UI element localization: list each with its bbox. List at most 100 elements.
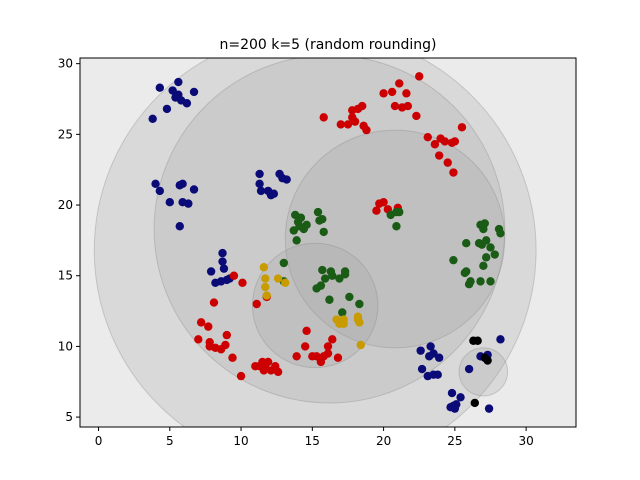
point-1-58 bbox=[258, 357, 267, 367]
point-2-42 bbox=[482, 253, 491, 262]
point-2-48 bbox=[466, 277, 475, 286]
chart-title: n=200 k=5 (random rounding) bbox=[220, 37, 437, 53]
point-1-23 bbox=[440, 137, 450, 146]
point-2-36 bbox=[482, 236, 491, 245]
point-1-7 bbox=[358, 101, 367, 111]
point-3-5 bbox=[281, 278, 290, 287]
point-0-11 bbox=[155, 186, 165, 196]
point-1-12 bbox=[390, 101, 400, 111]
point-0-30 bbox=[218, 248, 227, 258]
point-2-14 bbox=[395, 207, 404, 217]
point-0-40 bbox=[434, 353, 444, 362]
point-2-49 bbox=[476, 277, 485, 286]
point-0-14 bbox=[178, 179, 187, 189]
point-0-20 bbox=[256, 186, 266, 196]
point-2-37 bbox=[486, 243, 495, 252]
point-2-10 bbox=[318, 214, 327, 224]
point-3-2 bbox=[261, 282, 270, 292]
point-2-11 bbox=[319, 227, 328, 237]
point-1-46 bbox=[221, 340, 230, 350]
x-tick-label: 30 bbox=[518, 434, 533, 448]
point-0-1 bbox=[155, 83, 165, 92]
point-1-67 bbox=[323, 342, 333, 351]
point-3-1 bbox=[261, 274, 270, 283]
point-3-0 bbox=[259, 263, 269, 272]
x-tick-label: 5 bbox=[166, 434, 174, 448]
point-0-0 bbox=[148, 114, 157, 123]
cluster-circle-1 bbox=[93, 58, 537, 427]
point-0-8 bbox=[189, 87, 199, 97]
x-tick-label: 0 bbox=[95, 434, 103, 448]
point-1-37 bbox=[252, 299, 261, 309]
x-tick-label: 20 bbox=[376, 434, 391, 448]
point-0-45 bbox=[447, 388, 457, 398]
point-0-12 bbox=[165, 198, 174, 207]
point-0-34 bbox=[216, 277, 226, 286]
point-0-5 bbox=[174, 77, 183, 87]
x-tick-label: 25 bbox=[447, 434, 462, 448]
point-3-13 bbox=[356, 340, 365, 350]
point-2-4 bbox=[289, 226, 298, 235]
point-1-49 bbox=[236, 371, 246, 381]
point-2-7 bbox=[302, 220, 311, 230]
point-2-41 bbox=[449, 255, 458, 265]
point-1-34 bbox=[229, 271, 239, 280]
point-0-55 bbox=[496, 335, 505, 344]
point-0-7 bbox=[182, 99, 192, 108]
point-1-6 bbox=[348, 106, 357, 115]
point-1-30 bbox=[379, 198, 388, 207]
point-1-60 bbox=[300, 342, 310, 351]
point-4-1 bbox=[473, 336, 482, 345]
data-points bbox=[148, 72, 505, 413]
x-tick-label: 15 bbox=[305, 434, 320, 448]
point-1-61 bbox=[302, 326, 311, 336]
point-1-68 bbox=[328, 335, 337, 344]
point-1-2 bbox=[343, 120, 353, 129]
point-3-12 bbox=[355, 318, 364, 327]
point-0-24 bbox=[269, 189, 279, 198]
point-2-27 bbox=[345, 292, 354, 302]
point-1-28 bbox=[457, 123, 467, 132]
cluster-circle-3 bbox=[284, 129, 506, 349]
point-2-24 bbox=[340, 267, 350, 276]
point-1-40 bbox=[204, 322, 213, 331]
point-1-9 bbox=[362, 125, 371, 135]
point-2-40 bbox=[462, 239, 471, 248]
point-0-32 bbox=[219, 264, 229, 273]
y-axis: 5 10 15 20 25 30 bbox=[58, 57, 80, 424]
point-2-18 bbox=[318, 265, 327, 275]
point-1-10 bbox=[379, 89, 388, 98]
point-0-50 bbox=[446, 403, 455, 412]
point-1-1 bbox=[336, 120, 346, 129]
point-0-44 bbox=[433, 370, 442, 379]
point-1-19 bbox=[423, 132, 432, 142]
point-0-16 bbox=[184, 199, 193, 208]
point-0-39 bbox=[424, 352, 434, 361]
y-tick-label: 30 bbox=[58, 57, 73, 71]
cluster-circle-2 bbox=[153, 58, 506, 404]
point-4-4 bbox=[470, 398, 480, 408]
point-0-41 bbox=[417, 364, 427, 374]
point-0-10 bbox=[151, 179, 160, 189]
x-axis: 0 5 10 15 20 25 30 bbox=[95, 427, 534, 448]
point-2-44 bbox=[479, 261, 488, 271]
point-2-28 bbox=[355, 299, 364, 309]
plot-area bbox=[80, 58, 576, 427]
y-tick-label: 10 bbox=[58, 339, 73, 353]
point-2-29 bbox=[279, 258, 289, 268]
point-2-50 bbox=[486, 277, 495, 286]
point-3-3 bbox=[262, 291, 271, 300]
y-tick-label: 15 bbox=[58, 269, 73, 283]
point-0-36 bbox=[416, 346, 425, 355]
point-2-6 bbox=[292, 236, 301, 245]
point-2-43 bbox=[490, 250, 499, 259]
point-2-19 bbox=[320, 274, 330, 283]
point-1-13 bbox=[395, 79, 404, 88]
axes-frame bbox=[79, 57, 577, 428]
point-1-48 bbox=[228, 353, 237, 362]
point-1-0 bbox=[319, 113, 328, 122]
point-0-27 bbox=[282, 175, 291, 184]
point-1-39 bbox=[196, 318, 206, 327]
